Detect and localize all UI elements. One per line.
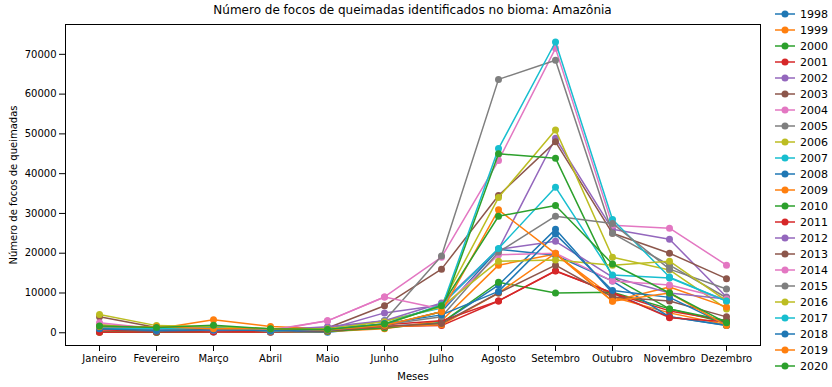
svg-text:Outubro: Outubro [592, 353, 633, 364]
html-text:2001: 2001 [800, 55, 828, 69]
html-text:2012: 2012 [800, 231, 828, 245]
html-text:2000: 2000 [800, 39, 828, 53]
svg-text:Janeiro: Janeiro [81, 353, 116, 364]
html-text:1999: 1999 [800, 23, 828, 37]
html-text:2003: 2003 [800, 87, 828, 101]
html-text:2015: 2015 [800, 279, 828, 293]
svg-text:0: 0 [50, 327, 56, 338]
html-text:2004: 2004 [800, 103, 828, 117]
html-text:2007: 2007 [800, 151, 828, 165]
svg-text:40000: 40000 [25, 168, 57, 179]
svg-text:20000: 20000 [25, 247, 57, 258]
html-text:2008: 2008 [800, 167, 828, 181]
html-text:2020: 2020 [800, 359, 828, 373]
html-text:2009: 2009 [800, 183, 828, 197]
svg-text:30000: 30000 [25, 208, 57, 219]
html-text:2019: 2019 [800, 343, 828, 357]
html-text:2010: 2010 [800, 199, 828, 213]
svg-text:Número de focos de queimadas: Número de focos de queimadas [8, 105, 19, 264]
html-text:2006: 2006 [800, 135, 828, 149]
svg-text:Maio: Maio [316, 353, 340, 364]
html-text:1998: 1998 [800, 7, 828, 21]
html-text:2002: 2002 [800, 71, 828, 85]
svg-text:Março: Março [198, 353, 228, 364]
svg-text:Junho: Junho [369, 353, 398, 364]
svg-text:50000: 50000 [25, 128, 57, 139]
svg-text:Setembro: Setembro [531, 353, 580, 364]
svg-text:10000: 10000 [25, 287, 57, 298]
html-text:2018: 2018 [800, 327, 828, 341]
html-text:2011: 2011 [800, 215, 828, 229]
svg-text:Abril: Abril [259, 353, 282, 364]
svg-text:70000: 70000 [25, 49, 57, 60]
html-text:Número de focos de queimadas i: Número de focos de queimadas identificad… [213, 3, 612, 17]
html-text:2013: 2013 [800, 247, 828, 261]
svg-text:Agosto: Agosto [481, 353, 516, 364]
svg-text:Fevereiro: Fevereiro [133, 353, 179, 364]
svg-text:60000: 60000 [25, 88, 57, 99]
svg-text:Dezembro: Dezembro [701, 353, 752, 364]
svg-text:Meses: Meses [397, 371, 428, 382]
svg-text:Novembro: Novembro [644, 353, 696, 364]
html-text:2014: 2014 [800, 263, 828, 277]
html-text:2005: 2005 [800, 119, 828, 133]
html-text:2017: 2017 [800, 311, 828, 325]
svg-text:Julho: Julho [428, 353, 454, 364]
html-text:2016: 2016 [800, 295, 828, 309]
